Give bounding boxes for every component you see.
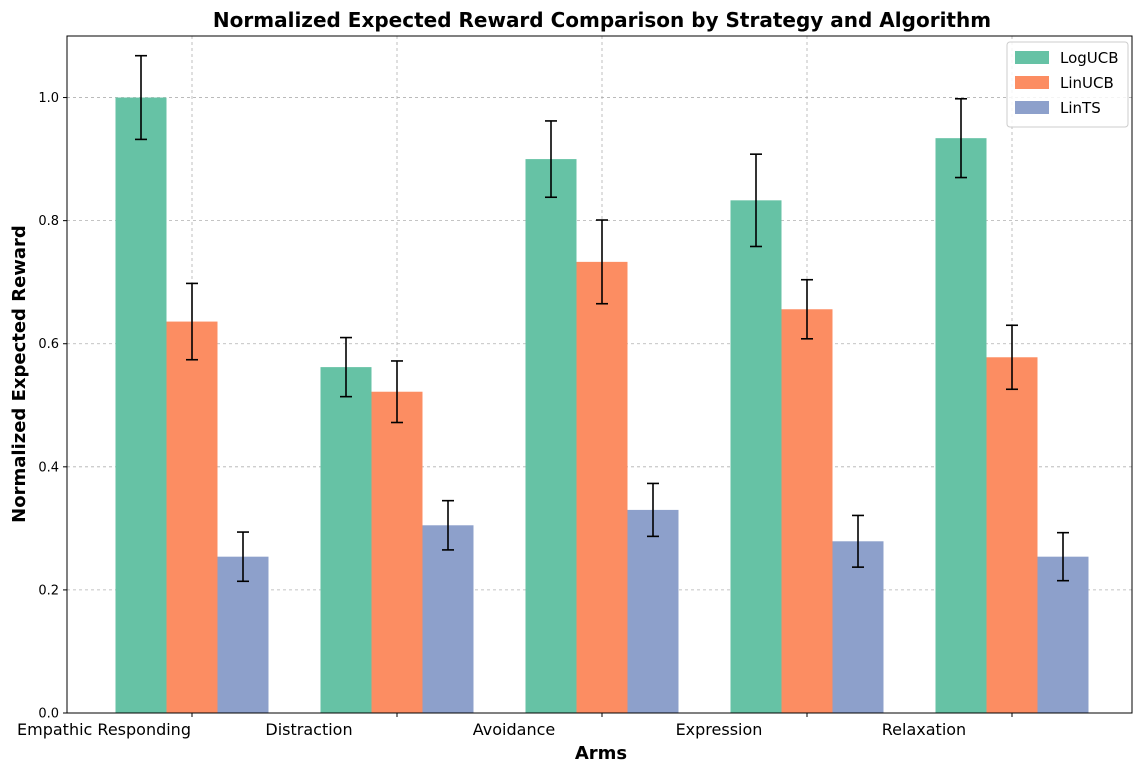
x-tick-label: Empathic Responding — [17, 720, 191, 739]
legend-swatch-linucb — [1015, 76, 1049, 89]
y-axis-label: Normalized Expected Reward — [9, 225, 30, 523]
y-tick-label: 0.6 — [38, 337, 59, 352]
bar-logucb-3 — [730, 200, 782, 714]
x-axis-label: Arms — [575, 743, 627, 762]
x-tick-label: Relaxation — [882, 720, 966, 739]
bar-lints-1 — [422, 525, 474, 713]
x-tick-label: Avoidance — [473, 720, 555, 739]
bar-linucb-0 — [166, 321, 218, 713]
x-tick-label: Distraction — [265, 720, 352, 739]
y-tick-label: 0.0 — [38, 707, 59, 722]
bar-logucb-0 — [115, 97, 167, 713]
bar-logucb-2 — [525, 159, 577, 713]
error-bars-layer — [135, 54, 1069, 583]
bar-lints-2 — [627, 509, 679, 713]
legend-label-linucb: LinUCB — [1060, 74, 1114, 92]
x-ticks: Empathic Responding Distraction Avoidance E… — [17, 713, 1013, 739]
legend-label-logucb: LogUCB — [1060, 49, 1119, 67]
bar-lints-4 — [1037, 556, 1089, 713]
y-tick-label: 0.8 — [38, 214, 59, 229]
chart-title: Normalized Expected Reward Comparison by… — [213, 8, 991, 32]
y-ticks: 0.0 0.2 0.4 0.6 0.8 1.0 — [38, 91, 67, 722]
y-tick-label: 0.2 — [38, 583, 59, 598]
bar-logucb-4 — [935, 138, 987, 713]
legend-swatch-lints — [1015, 101, 1049, 114]
bar-linucb-4 — [986, 357, 1038, 713]
bar-lints-3 — [832, 541, 884, 713]
x-tick-label: Expression — [676, 720, 763, 739]
y-tick-label: 1.0 — [38, 91, 59, 106]
bar-linucb-1 — [371, 391, 423, 713]
y-tick-label: 0.4 — [38, 460, 59, 475]
bar-lints-0 — [217, 556, 269, 713]
legend-label-lints: LinTS — [1060, 99, 1101, 117]
bar-linucb-2 — [576, 261, 628, 713]
plot-frame — [66, 35, 1133, 714]
bar-linucb-3 — [781, 309, 833, 713]
legend-swatch-logucb — [1015, 51, 1049, 64]
bar-logucb-1 — [320, 367, 372, 713]
bars-layer — [115, 97, 1089, 714]
legend: LogUCB LinUCB LinTS — [1006, 41, 1129, 128]
